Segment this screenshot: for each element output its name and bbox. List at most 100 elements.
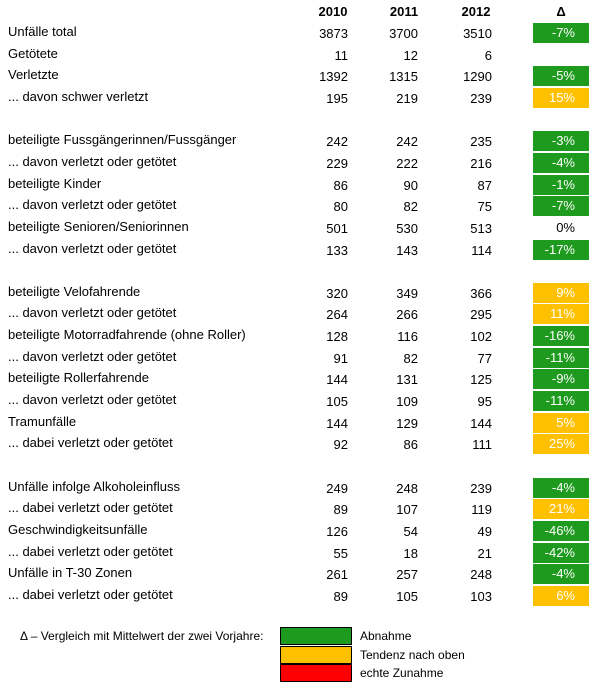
cell-value: 239 (470, 480, 492, 496)
cell-value: 89 (333, 588, 348, 604)
delta-value: -9% (551, 371, 575, 387)
delta-cell (533, 585, 589, 606)
row-label: beteiligte Kinder (8, 175, 102, 191)
delta-value: -5% (551, 68, 575, 84)
delta-cell (533, 412, 589, 433)
delta-value: -4% (551, 566, 575, 582)
cell-value: 105 (326, 394, 348, 410)
column-header: 2011 (389, 4, 419, 19)
row-label: Unfälle infolge Alkoholeinfluss (8, 478, 180, 494)
legend-swatch (280, 645, 352, 664)
row-label: Geschwindigkeitsunfälle (8, 521, 148, 537)
cell-value: 55 (333, 545, 348, 561)
cell-value: 82 (403, 199, 418, 215)
cell-value: 248 (470, 567, 492, 583)
cell-value: 119 (471, 502, 492, 518)
legend-title: Δ – Vergleich mit Mittelwert der zwei Vo… (20, 629, 264, 643)
cell-value: 11 (334, 47, 349, 63)
delta-cell (533, 174, 589, 195)
legend-label: echte Zunahme (360, 666, 444, 680)
delta-value: -3% (551, 133, 575, 149)
delta-value: -46% (544, 522, 575, 538)
cell-value: 248 (396, 480, 418, 496)
column-header: 2010 (318, 4, 348, 19)
cell-value: 125 (470, 372, 492, 388)
cell-value: 54 (403, 523, 418, 539)
cell-value: 195 (326, 90, 348, 106)
cell-value: 366 (470, 285, 492, 301)
cell-value: 264 (326, 307, 348, 323)
cell-value: 144 (470, 415, 492, 431)
cell-value: 3510 (463, 26, 492, 41)
cell-value: 133 (326, 242, 348, 258)
cell-value: 6 (484, 47, 492, 63)
cell-value: 87 (477, 177, 492, 193)
legend-label: Tendenz nach oben (360, 647, 465, 662)
delta-value: -4% (551, 479, 575, 495)
row-label: beteiligte Motorradfahrende (ohne Roller… (8, 327, 246, 343)
cell-value: 114 (471, 242, 492, 258)
delta-cell (533, 152, 589, 173)
delta-cell (533, 304, 589, 325)
delta-cell (533, 66, 589, 87)
cell-value: 320 (326, 285, 348, 301)
delta-value: 21% (548, 501, 575, 517)
delta-value: 6% (556, 587, 575, 603)
cell-value: 1315 (389, 69, 418, 85)
cell-value: 89 (333, 502, 348, 518)
cell-value: 266 (396, 307, 418, 323)
column-header: Δ (556, 4, 566, 19)
cell-value: 235 (470, 134, 492, 150)
delta-cell (533, 391, 589, 412)
delta-cell (533, 87, 589, 108)
delta-cell (533, 369, 589, 390)
cell-value: 530 (396, 220, 418, 236)
cell-value: 295 (470, 307, 492, 323)
row-label: beteiligte Velofahrende (8, 283, 141, 299)
delta-cell (533, 23, 589, 43)
row-label: ... davon verletzt oder getötet (8, 348, 177, 364)
delta-value: -16% (544, 328, 575, 344)
delta-cell (533, 131, 589, 152)
cell-value: 86 (333, 177, 348, 193)
cell-value: 18 (403, 545, 418, 561)
cell-value: 116 (397, 329, 418, 345)
column-header: 2012 (461, 4, 491, 19)
cell-value: 82 (403, 350, 418, 366)
cell-value: 75 (477, 199, 492, 215)
cell-value: 131 (396, 372, 418, 388)
delta-cell (533, 196, 589, 217)
cell-value: 80 (333, 199, 348, 215)
cell-value: 242 (396, 134, 418, 150)
cell-value: 90 (403, 177, 418, 193)
delta-cell (533, 239, 589, 260)
delta-cell (533, 326, 589, 347)
row-label: ... dabei verletzt oder getötet (8, 543, 173, 559)
row-label: Unfälle total (8, 24, 77, 39)
delta-value: 5% (556, 414, 575, 430)
delta-value: -7% (551, 25, 575, 40)
row-label: ... dabei verletzt oder getötet (8, 586, 173, 602)
row-label: Tramunfälle (8, 413, 77, 429)
delta-value: 9% (556, 284, 575, 300)
cell-value: 144 (326, 415, 348, 431)
delta-value: -4% (551, 154, 575, 170)
delta-value: 11% (549, 306, 575, 322)
cell-value: 105 (396, 588, 418, 604)
delta-value: 0% (556, 219, 575, 235)
row-label: beteiligte Rollerfahrende (8, 370, 149, 386)
delta-cell (533, 347, 589, 368)
cell-value: 3700 (389, 26, 418, 41)
delta-value: -1% (551, 176, 575, 192)
delta-cell (533, 282, 589, 303)
cell-value: 49 (477, 523, 492, 539)
row-label: ... dabei verletzt oder getötet (8, 500, 173, 516)
cell-value: 216 (470, 155, 492, 171)
delta-value: -42% (544, 544, 575, 560)
delta-value: 25% (548, 436, 575, 452)
cell-value: 103 (470, 588, 492, 604)
delta-cell (533, 542, 589, 563)
row-label: beteiligte Senioren/Seniorinnen (8, 218, 189, 234)
cell-value: 1392 (319, 69, 348, 85)
